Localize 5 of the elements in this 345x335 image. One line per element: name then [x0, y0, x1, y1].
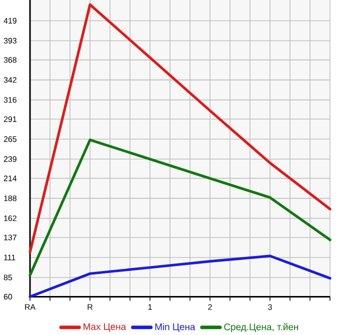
line-series	[28, 138, 332, 276]
line-series	[28, 3, 332, 254]
legend-label: Сред.Цена, т.йен	[224, 323, 298, 332]
legend-label: Min Цена	[155, 323, 196, 332]
legend-label: Max Цена	[84, 323, 126, 332]
